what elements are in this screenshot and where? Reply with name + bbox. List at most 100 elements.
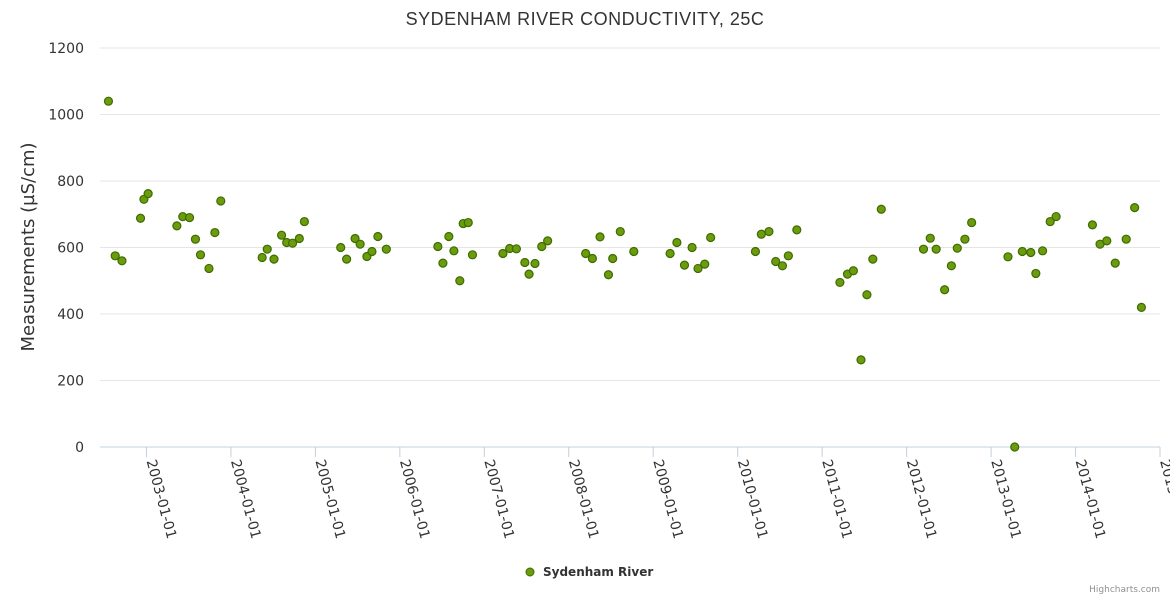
data-point[interactable] bbox=[1026, 247, 1036, 258]
credits[interactable]: Highcharts.com bbox=[1089, 585, 1160, 595]
data-point[interactable] bbox=[706, 232, 716, 243]
data-point[interactable] bbox=[210, 227, 220, 238]
data-point[interactable] bbox=[672, 237, 682, 248]
data-point[interactable] bbox=[467, 250, 478, 260]
data-point[interactable] bbox=[1031, 268, 1041, 279]
y-axis: 0 200 400 600 800 1000 1200 bbox=[48, 41, 84, 456]
legend[interactable]: Sydenham River bbox=[525, 565, 653, 579]
data-point[interactable] bbox=[336, 242, 346, 253]
data-point[interactable] bbox=[687, 242, 697, 253]
data-point[interactable] bbox=[1003, 252, 1013, 262]
data-point[interactable] bbox=[530, 258, 540, 269]
data-point[interactable] bbox=[952, 243, 962, 253]
data-point[interactable] bbox=[679, 260, 690, 270]
data-point[interactable] bbox=[172, 221, 182, 231]
data-point[interactable] bbox=[1017, 246, 1027, 257]
data-point[interactable] bbox=[848, 266, 859, 276]
data-point[interactable] bbox=[1037, 246, 1048, 256]
data-point[interactable] bbox=[184, 212, 195, 223]
data-point[interactable] bbox=[925, 233, 935, 243]
data-point[interactable] bbox=[143, 189, 153, 199]
data-point[interactable] bbox=[629, 246, 639, 257]
data-point[interactable] bbox=[1110, 258, 1120, 268]
data-point[interactable] bbox=[216, 196, 226, 206]
data-point[interactable] bbox=[1087, 220, 1098, 230]
data-point[interactable] bbox=[1051, 211, 1061, 222]
data-point[interactable] bbox=[665, 248, 675, 259]
data-point[interactable] bbox=[438, 258, 448, 268]
data-point[interactable] bbox=[946, 261, 956, 271]
data-point[interactable] bbox=[117, 256, 127, 266]
data-point[interactable] bbox=[449, 246, 459, 256]
data-point[interactable] bbox=[1136, 302, 1147, 312]
data-point[interactable] bbox=[777, 261, 788, 271]
y-tick-label: 400 bbox=[57, 307, 84, 323]
data-point[interactable] bbox=[960, 234, 970, 244]
data-point[interactable] bbox=[287, 238, 298, 248]
data-point[interactable] bbox=[764, 226, 774, 237]
data-point[interactable] bbox=[771, 256, 781, 267]
data-point[interactable] bbox=[511, 244, 521, 254]
data-point[interactable] bbox=[1045, 216, 1055, 227]
data-point[interactable] bbox=[693, 263, 703, 274]
data-point[interactable] bbox=[204, 263, 214, 274]
y-tick-label: 1000 bbox=[48, 108, 84, 124]
data-point[interactable] bbox=[543, 236, 553, 246]
data-point[interactable] bbox=[498, 248, 508, 259]
data-point[interactable] bbox=[257, 252, 267, 263]
data-point[interactable] bbox=[1010, 442, 1020, 452]
data-point[interactable] bbox=[299, 216, 309, 227]
data-point[interactable] bbox=[262, 244, 272, 254]
data-point[interactable] bbox=[862, 290, 872, 300]
data-point[interactable] bbox=[444, 231, 454, 242]
data-point[interactable] bbox=[463, 217, 473, 228]
data-point[interactable] bbox=[581, 248, 591, 259]
data-point[interactable] bbox=[110, 251, 120, 261]
data-point[interactable] bbox=[835, 277, 845, 288]
data-point[interactable] bbox=[792, 225, 802, 235]
data-point[interactable] bbox=[433, 241, 443, 252]
chart-title: SYDENHAM RIVER CONDUCTIVITY, 25C bbox=[406, 9, 765, 29]
data-point[interactable] bbox=[350, 233, 360, 244]
data-point[interactable] bbox=[876, 204, 886, 214]
data-point[interactable] bbox=[367, 246, 377, 257]
data-point[interactable] bbox=[856, 355, 866, 365]
data-point[interactable] bbox=[269, 254, 279, 264]
data-point[interactable] bbox=[608, 253, 618, 264]
legend-label: Sydenham River bbox=[543, 565, 653, 579]
data-point[interactable] bbox=[103, 96, 114, 106]
data-point[interactable] bbox=[595, 232, 605, 242]
data-point[interactable] bbox=[190, 234, 201, 244]
data-point[interactable] bbox=[355, 239, 365, 249]
data-point[interactable] bbox=[700, 259, 710, 269]
y-tick-label: 0 bbox=[75, 440, 84, 456]
data-point[interactable] bbox=[750, 246, 761, 257]
data-point[interactable] bbox=[615, 226, 625, 237]
data-point[interactable] bbox=[918, 244, 929, 254]
data-point[interactable] bbox=[931, 244, 941, 254]
data-point[interactable] bbox=[1102, 236, 1112, 246]
data-point[interactable] bbox=[135, 213, 146, 223]
data-point[interactable] bbox=[603, 270, 614, 280]
data-point[interactable] bbox=[455, 276, 465, 286]
data-point[interactable] bbox=[940, 285, 950, 295]
data-point[interactable] bbox=[967, 217, 977, 228]
data-point[interactable] bbox=[783, 251, 793, 261]
data-point[interactable] bbox=[587, 253, 598, 264]
data-point[interactable] bbox=[294, 233, 304, 244]
data-point[interactable] bbox=[276, 230, 287, 240]
data-point[interactable] bbox=[373, 231, 383, 242]
data-point[interactable] bbox=[756, 229, 766, 239]
data-point[interactable] bbox=[1121, 234, 1131, 244]
data-point[interactable] bbox=[342, 254, 352, 264]
data-point[interactable] bbox=[537, 241, 547, 252]
data-point[interactable] bbox=[195, 250, 206, 260]
data-point[interactable] bbox=[524, 269, 534, 279]
y-tick-label: 200 bbox=[57, 374, 84, 390]
data-point[interactable] bbox=[1130, 203, 1140, 213]
data-point[interactable] bbox=[868, 254, 878, 264]
data-point[interactable] bbox=[520, 257, 530, 268]
data-point[interactable] bbox=[381, 244, 391, 254]
